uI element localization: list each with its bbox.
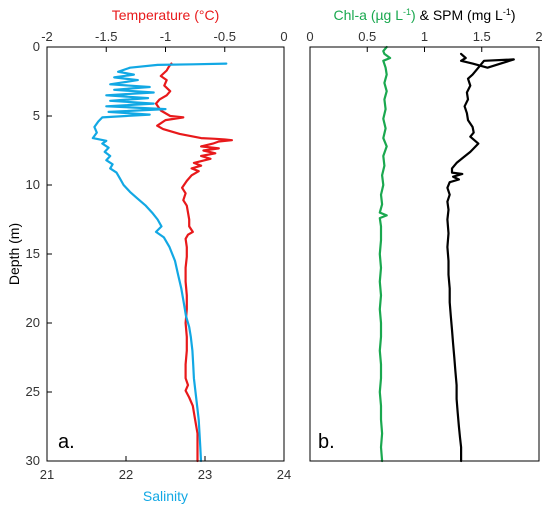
panel-a-frame [46,46,285,462]
chl-spm-title-part: ) [511,7,516,23]
chl-spm-title-part: Chl-a (µg L [333,7,403,23]
temperature-tick-label: -1.5 [95,29,117,44]
depth-tick-label: 30 [26,453,40,468]
chl-spm-title-part: & SPM (mg L [416,7,503,23]
depth-axis-ticks: 0 5 10 15 20 25 30 [26,39,52,468]
panel-b-frame [309,46,540,462]
panel-a-series [91,62,233,463]
chl-spm-tick-label: 0 [306,29,313,44]
depth-tick-label: 5 [33,108,40,123]
salinity-tick-label: 23 [198,467,212,482]
temperature-axis-title: Temperature (°C) [112,7,220,23]
salinity-axis-title: Salinity [143,488,188,504]
depth-tick-label: 15 [26,246,40,261]
panel-a-series-1 [91,62,228,463]
depth-tick-label: 10 [26,177,40,192]
chl-spm-title-part: ) [411,7,416,23]
salinity-tick-label: 21 [40,467,54,482]
salinity-axis-ticks: 21 22 23 24 [40,456,291,482]
temperature-axis-ticks: -2 -1.5 -1 -0.5 0 [41,29,288,52]
chl-spm-axis-title: Chl-a (µg L-1) & SPM (mg L-1) [333,7,515,23]
chl-spm-tick-label: 1 [421,29,428,44]
depth-axis-title: Depth (m) [6,223,22,285]
panel-b-series [378,45,515,463]
depth-tick-label: 0 [33,39,40,54]
panel-b-series-0 [378,45,392,463]
panel-a-series-0 [154,62,233,463]
panel-a-label: a. [58,431,75,453]
chl-spm-tick-label: 1.5 [473,29,491,44]
salinity-tick-label: 24 [277,467,291,482]
chl-spm-tick-label: 2 [535,29,542,44]
panel-b-label: b. [318,431,335,453]
temperature-tick-label: -2 [41,29,53,44]
temperature-tick-label: -0.5 [214,29,236,44]
panel-b: Chl-a (µg L-1) & SPM (mg L-1) 0 0.5 1 1.5 2 … [306,7,543,463]
temperature-tick-label: 0 [280,29,287,44]
chl-spm-title-part: -1 [503,7,511,17]
panel-b-series-1 [446,52,515,463]
chl-spm-tick-label: 0.5 [358,29,376,44]
depth-tick-label: 25 [26,384,40,399]
depth-tick-label: 20 [26,315,40,330]
chl-spm-title-part: -1 [403,7,411,17]
chl-spm-axis-ticks: 0 0.5 1 1.5 2 [306,29,543,52]
temperature-tick-label: -1 [160,29,172,44]
salinity-tick-label: 22 [119,467,133,482]
panel-a: Temperature (°C) -2 -1.5 -1 -0.5 0 0 5 10 15 20 2… [6,7,291,504]
